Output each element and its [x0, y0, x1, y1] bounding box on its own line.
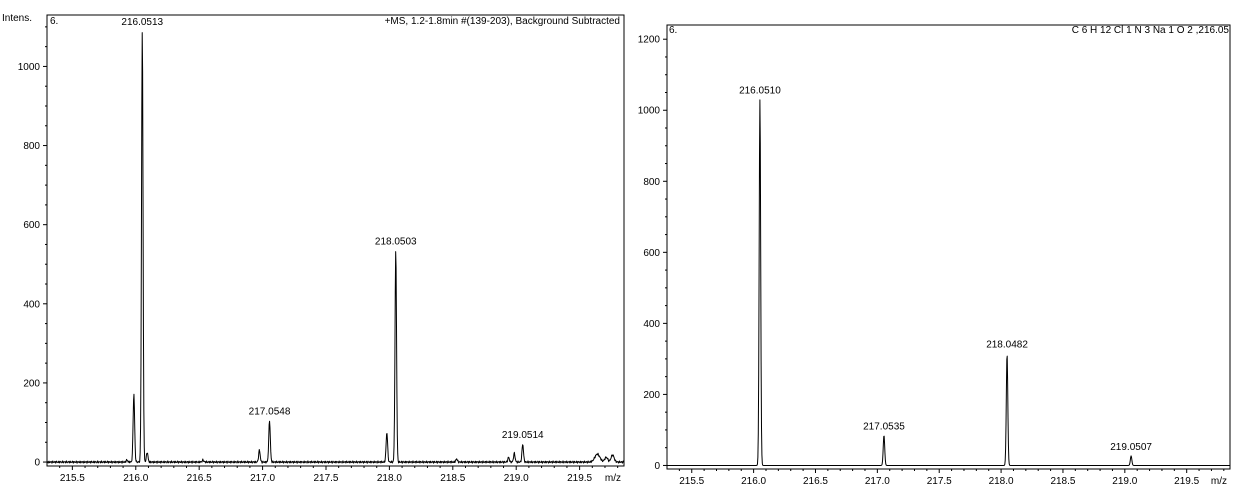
right-y-tick-label: 400: [643, 319, 660, 330]
experimental-spectrum-panel: Intens. 6. +MS, 1.2-1.8min #(139-203), Bac…: [2, 13, 625, 484]
left-y-tick-label: 600: [23, 220, 40, 231]
left-plot-frame: [46, 14, 625, 467]
right-peak-label: 218.0482: [986, 340, 1028, 351]
right-spectrum-title: C 6 H 12 Cl 1 N 3 Na 1 O 2 ,216.05: [1072, 25, 1230, 36]
right-y-tick-label: 600: [643, 248, 660, 259]
left-x-tick-label: 216.5: [187, 473, 212, 484]
left-peak-label: 219.0514: [502, 430, 544, 441]
left-peak-label: 216.0513: [121, 17, 163, 28]
left-spectrum-title: +MS, 1.2-1.8min #(139-203), Background S…: [385, 16, 620, 27]
left-panel-label: 6.: [50, 16, 58, 27]
right-y-tick-label: 200: [643, 390, 660, 401]
right-x-tick-label: 219.5: [1174, 476, 1199, 487]
simulated-spectrum-chart: 6. C 6 H 12 Cl 1 N 3 Na 1 O 2 ,216.05 0 200…: [638, 24, 1231, 487]
right-peak-label: 219.0507: [1110, 442, 1152, 453]
left-peak-label: 217.0548: [249, 407, 291, 418]
left-x-tick-label: 218.0: [377, 473, 402, 484]
left-x-tick-label: 215.5: [60, 473, 85, 484]
right-y-tick-label: 800: [643, 177, 660, 188]
right-x-axis-label: m/z: [1211, 476, 1227, 487]
left-peak-label: 218.0503: [375, 236, 417, 247]
right-x-tick-label: 216.5: [803, 476, 828, 487]
right-x-tick-label: 218.0: [989, 476, 1014, 487]
left-y-tick-label: 0: [34, 458, 40, 469]
right-x-tick-label: 216.0: [741, 476, 766, 487]
left-y-tick-label: 200: [23, 378, 40, 389]
right-plot-frame: [666, 24, 1231, 470]
right-y-tick-label: 1000: [638, 106, 661, 117]
right-spectrum-trace: [666, 99, 1231, 466]
experimental-spectrum-chart: Intens. 6. +MS, 1.2-1.8min #(139-203), Bac…: [2, 13, 625, 484]
left-y-tick-label: 1000: [18, 62, 41, 73]
right-x-tick-label: 215.5: [679, 476, 704, 487]
right-x-tick-label: 218.5: [1050, 476, 1075, 487]
right-x-tick-label: 219.0: [1112, 476, 1137, 487]
left-x-tick-label: 218.5: [440, 473, 465, 484]
right-peak-label: 216.0510: [739, 86, 781, 97]
left-y-axis-label: Intens.: [2, 13, 32, 24]
right-peak-label: 217.0535: [863, 421, 905, 432]
left-x-axis-label: m/z: [605, 473, 621, 484]
right-panel-label: 6.: [669, 25, 677, 36]
left-x-tick-label: 217.5: [313, 473, 338, 484]
left-x-tick-label: 217.0: [250, 473, 275, 484]
left-y-tick-label: 800: [23, 141, 40, 152]
left-x-tick-label: 219.0: [504, 473, 529, 484]
left-x-tick-label: 216.0: [123, 473, 148, 484]
left-x-tick-label: 219.5: [567, 473, 592, 484]
right-y-tick-label: 0: [654, 461, 660, 472]
right-x-tick-label: 217.5: [927, 476, 952, 487]
left-spectrum-trace: [46, 32, 625, 464]
right-y-tick-label: 1200: [638, 35, 661, 46]
right-x-tick-label: 217.0: [865, 476, 890, 487]
left-y-tick-label: 400: [23, 299, 40, 310]
simulated-spectrum-panel: 6. C 6 H 12 Cl 1 N 3 Na 1 O 2 ,216.05 0 200…: [625, 0, 1235, 487]
